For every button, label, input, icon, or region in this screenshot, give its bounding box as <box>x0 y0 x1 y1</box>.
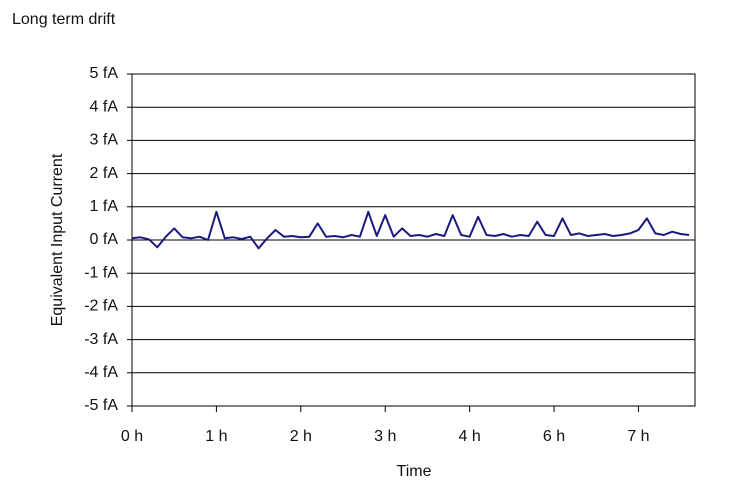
x-tick-label: 1 h <box>205 428 227 445</box>
x-tick-label: 6 h <box>543 428 565 445</box>
y-tick-label: 5 fA <box>90 65 119 82</box>
y-tick-label: -3 fA <box>84 331 118 348</box>
y-axis-label: Equivalent Input Current <box>49 153 66 326</box>
y-tick-label: -1 fA <box>84 264 118 281</box>
x-tick-label: 2 h <box>290 428 312 445</box>
y-tick-label: -4 fA <box>84 364 118 381</box>
x-tick-label: 3 h <box>374 428 396 445</box>
y-tick-label: 3 fA <box>90 132 119 149</box>
y-tick-label: 2 fA <box>90 165 119 182</box>
chart-title: Long term drift <box>12 11 116 28</box>
x-tick-label: 4 h <box>459 428 481 445</box>
x-axis-label: Time <box>397 463 432 480</box>
data-line <box>131 210 690 250</box>
y-tick-label: 1 fA <box>90 198 119 215</box>
x-tick-label: 0 h <box>121 428 143 445</box>
x-tick-label: 7 h <box>627 428 649 445</box>
y-tick-label: 4 fA <box>90 98 119 115</box>
y-tick-label: -2 fA <box>84 298 118 315</box>
y-tick-label: -5 fA <box>84 397 118 414</box>
y-tick-label: 0 fA <box>90 231 119 248</box>
